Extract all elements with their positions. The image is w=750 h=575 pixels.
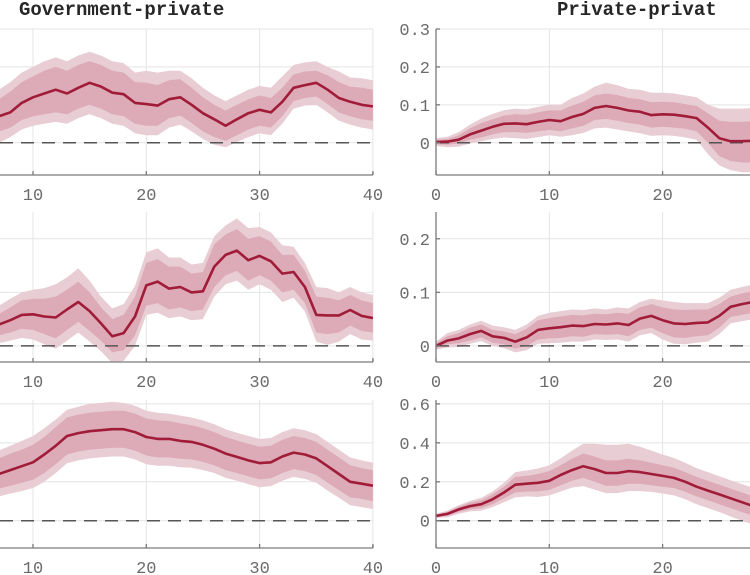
x-tick-label: 0 xyxy=(431,187,441,206)
x-tick-label: 30 xyxy=(249,374,269,393)
x-tick-label: 10 xyxy=(539,560,559,575)
x-tick-label: 20 xyxy=(136,560,156,575)
y-tick-label: 0.2 xyxy=(399,475,430,494)
median-response-line xyxy=(436,104,750,144)
median-response-line xyxy=(436,301,750,348)
panel-row2-right: 0 10 20 0 0.1 0.2 xyxy=(399,212,750,393)
panel-row1-right: 0 10 20 0 0.1 0.2 0.3 xyxy=(399,22,750,206)
x-tick-label: 40 xyxy=(363,374,383,393)
title-private-private: Private-privat xyxy=(557,0,717,21)
x-tick-label: 30 xyxy=(249,560,269,575)
y-tick-label: 0.4 xyxy=(399,436,430,455)
title-government-private: Government-private xyxy=(19,0,224,21)
x-tick-label: 20 xyxy=(136,374,156,393)
x-tick-label: 40 xyxy=(363,560,383,575)
y-tick-label: 0.1 xyxy=(399,98,430,117)
x-tick-label: 0 xyxy=(431,374,441,393)
x-tick-label: 20 xyxy=(136,187,156,206)
confidence-band-inner xyxy=(436,291,750,349)
y-tick-label: 0 xyxy=(420,136,430,155)
x-tick-label: 10 xyxy=(539,187,559,206)
median-response-line xyxy=(436,464,750,518)
y-tick-label: 0.2 xyxy=(399,60,430,79)
y-tick-label: 0 xyxy=(420,514,430,533)
y-tick-label: 0.6 xyxy=(399,397,430,416)
confidence-band-inner xyxy=(436,453,750,518)
x-tick-label: 10 xyxy=(23,187,43,206)
x-tick-label: 20 xyxy=(652,187,672,206)
panel-row3-left: 10 20 30 40 xyxy=(0,400,383,575)
median-response-line xyxy=(0,427,373,487)
y-tick-label: 0.3 xyxy=(399,22,430,41)
x-tick-label: 0 xyxy=(431,560,441,575)
median-response-line xyxy=(0,81,373,127)
confidence-band-outer xyxy=(436,443,750,524)
y-tick-label: 0.2 xyxy=(399,232,430,251)
confidence-band-inner xyxy=(0,410,373,502)
x-tick-label: 20 xyxy=(652,560,672,575)
median-response-line xyxy=(0,249,373,338)
x-tick-label: 10 xyxy=(539,374,559,393)
confidence-band-inner xyxy=(436,93,750,163)
y-tick-label: 0 xyxy=(420,339,430,358)
x-tick-label: 20 xyxy=(652,374,672,393)
panels: 10 20 30 40 0 10 20 0 0.1 0.2 0.3 10 20 30 40 0 10 20 0 0.1… xyxy=(0,22,750,575)
x-tick-label: 10 xyxy=(23,374,43,393)
panel-row2-left: 10 20 30 40 xyxy=(0,212,383,393)
x-tick-label: 10 xyxy=(23,560,43,575)
panel-row1-left: 10 20 30 40 xyxy=(0,28,383,206)
y-tick-label: 0.1 xyxy=(399,285,430,304)
x-tick-label: 40 xyxy=(363,187,383,206)
x-tick-label: 30 xyxy=(249,187,269,206)
panel-row3-right: 0 10 20 0 0.2 0.4 0.6 xyxy=(399,397,750,575)
